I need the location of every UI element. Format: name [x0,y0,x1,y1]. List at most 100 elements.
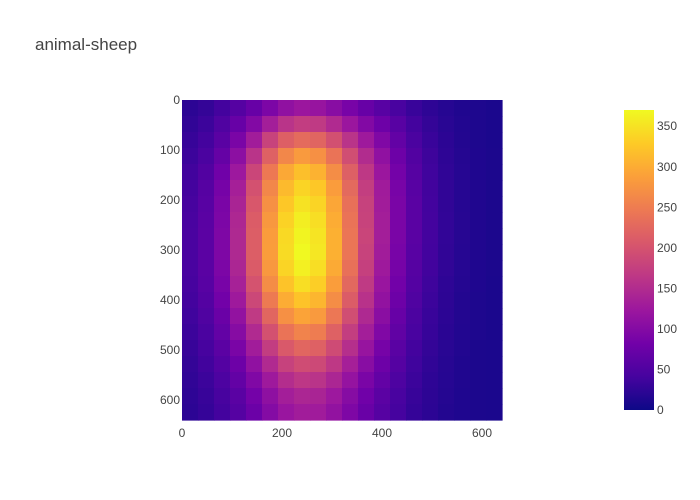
heatmap-cell[interactable] [310,116,327,133]
heatmap-cell[interactable] [358,180,375,197]
heatmap-cell[interactable] [310,308,327,325]
heatmap-cell[interactable] [262,388,279,405]
heatmap-cell[interactable] [406,356,423,373]
heatmap-cell[interactable] [454,372,471,389]
heatmap-cell[interactable] [358,388,375,405]
heatmap-cell[interactable] [198,404,215,421]
heatmap-cell[interactable] [214,164,231,181]
heatmap-cell[interactable] [438,276,455,293]
heatmap-cell[interactable] [486,372,503,389]
heatmap-cell[interactable] [278,388,295,405]
heatmap-cell[interactable] [486,324,503,341]
heatmap-cell[interactable] [342,356,359,373]
heatmap-cell[interactable] [438,372,455,389]
heatmap-cell[interactable] [246,324,263,341]
heatmap-cell[interactable] [310,324,327,341]
heatmap-cell[interactable] [406,244,423,261]
heatmap-cell[interactable] [230,372,247,389]
heatmap-cell[interactable] [198,180,215,197]
heatmap-cell[interactable] [358,116,375,133]
heatmap-cell[interactable] [454,148,471,165]
heatmap-cell[interactable] [390,180,407,197]
heatmap-cell[interactable] [198,164,215,181]
heatmap-cell[interactable] [230,308,247,325]
heatmap-cell[interactable] [230,116,247,133]
heatmap-cell[interactable] [294,276,311,293]
heatmap-cell[interactable] [374,132,391,149]
heatmap-cell[interactable] [358,132,375,149]
heatmap-cell[interactable] [182,212,199,229]
heatmap-cell[interactable] [198,212,215,229]
heatmap-cell[interactable] [278,372,295,389]
heatmap-cell[interactable] [422,212,439,229]
heatmap-cell[interactable] [182,356,199,373]
heatmap-cell[interactable] [342,276,359,293]
heatmap-cell[interactable] [470,164,487,181]
heatmap-cell[interactable] [182,404,199,421]
heatmap-cell[interactable] [214,308,231,325]
heatmap-cell[interactable] [374,148,391,165]
heatmap-cell[interactable] [278,324,295,341]
heatmap-cell[interactable] [326,164,343,181]
heatmap-cell[interactable] [454,164,471,181]
heatmap-cell[interactable] [438,180,455,197]
heatmap-cell[interactable] [326,132,343,149]
heatmap-cell[interactable] [390,100,407,117]
heatmap-cell[interactable] [438,260,455,277]
heatmap-cell[interactable] [262,148,279,165]
heatmap-cell[interactable] [454,228,471,245]
heatmap-cell[interactable] [390,308,407,325]
heatmap-cell[interactable] [278,356,295,373]
heatmap-cell[interactable] [230,324,247,341]
heatmap-cell[interactable] [262,212,279,229]
heatmap-cell[interactable] [262,116,279,133]
heatmap-cell[interactable] [246,116,263,133]
heatmap-cell[interactable] [294,228,311,245]
heatmap-cell[interactable] [214,372,231,389]
heatmap-cell[interactable] [342,180,359,197]
heatmap-cell[interactable] [374,164,391,181]
heatmap-cell[interactable] [342,372,359,389]
heatmap-cell[interactable] [214,404,231,421]
heatmap-cell[interactable] [182,244,199,261]
heatmap-cell[interactable] [342,388,359,405]
heatmap-cell[interactable] [262,324,279,341]
heatmap-cell[interactable] [214,132,231,149]
heatmap-cell[interactable] [310,356,327,373]
heatmap-cell[interactable] [246,308,263,325]
heatmap-cell[interactable] [374,324,391,341]
heatmap-cell[interactable] [262,292,279,309]
heatmap-cell[interactable] [326,388,343,405]
heatmap-cell[interactable] [246,228,263,245]
heatmap-cell[interactable] [278,164,295,181]
heatmap-cell[interactable] [246,340,263,357]
heatmap-cell[interactable] [470,324,487,341]
heatmap-cell[interactable] [470,388,487,405]
heatmap-cell[interactable] [182,388,199,405]
heatmap-cell[interactable] [326,324,343,341]
heatmap-cell[interactable] [438,116,455,133]
heatmap-cell[interactable] [406,372,423,389]
heatmap-cell[interactable] [262,372,279,389]
heatmap-cell[interactable] [182,100,199,117]
heatmap-cell[interactable] [278,228,295,245]
heatmap-cell[interactable] [230,132,247,149]
heatmap-cell[interactable] [182,116,199,133]
heatmap-cell[interactable] [438,228,455,245]
heatmap-cell[interactable] [486,164,503,181]
heatmap-cell[interactable] [278,404,295,421]
heatmap-cell[interactable] [198,340,215,357]
heatmap-cell[interactable] [454,260,471,277]
heatmap-cell[interactable] [310,276,327,293]
heatmap-cell[interactable] [326,244,343,261]
heatmap-cell[interactable] [486,116,503,133]
heatmap-cell[interactable] [358,228,375,245]
heatmap-cell[interactable] [422,228,439,245]
heatmap-cell[interactable] [294,196,311,213]
heatmap-cell[interactable] [182,340,199,357]
heatmap-cell[interactable] [342,404,359,421]
heatmap-cell[interactable] [262,228,279,245]
heatmap-cell[interactable] [454,340,471,357]
heatmap-cell[interactable] [182,372,199,389]
heatmap-cell[interactable] [198,100,215,117]
